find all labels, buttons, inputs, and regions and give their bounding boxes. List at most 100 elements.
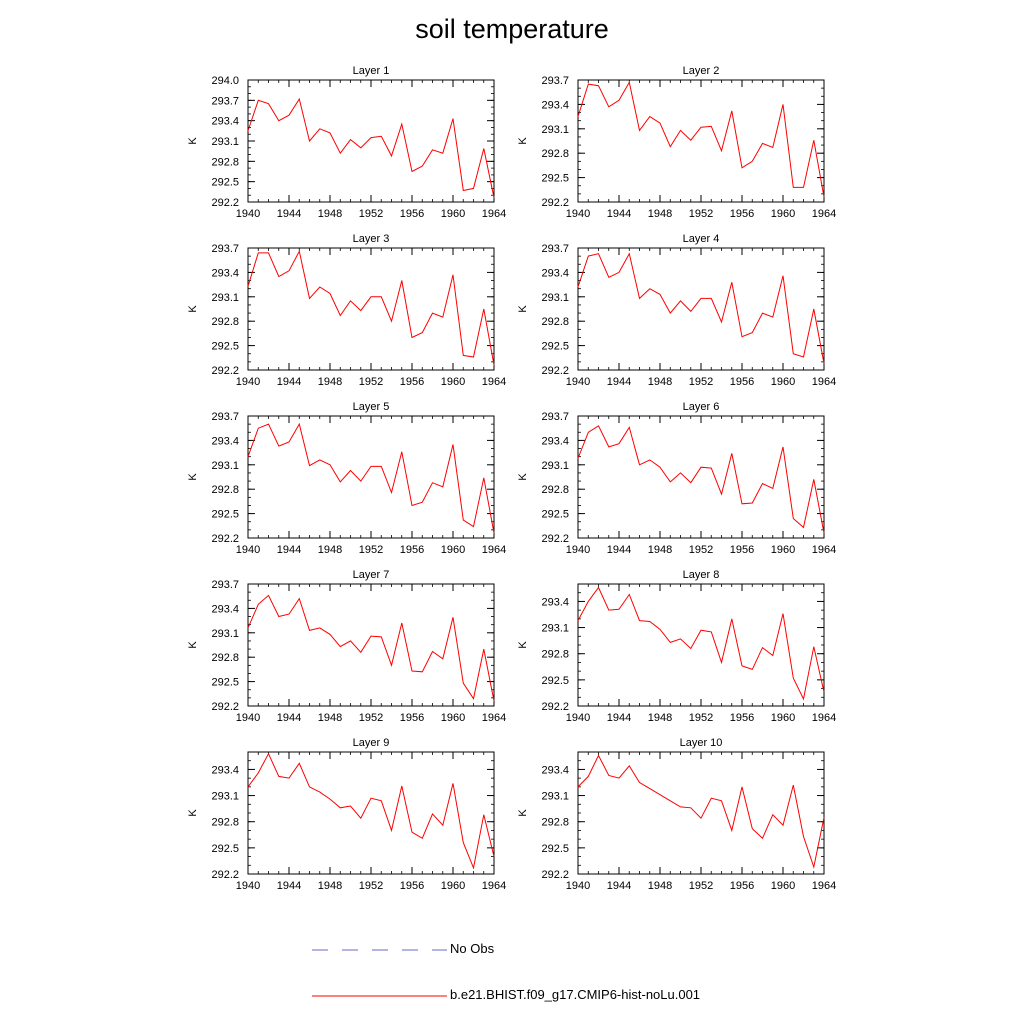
- y-tick-label: 293.4: [211, 267, 239, 279]
- x-tick-label: 1948: [318, 544, 342, 556]
- panel-layer-4: Layer 4 K 1940 1944 1948 1952 1956 1960 1964 292.…: [517, 233, 836, 388]
- panel-layer-10: Layer 10 K 1940 1944 1948 1952 1956 1960 1964 292…: [517, 737, 836, 892]
- x-tick-label: 1940: [566, 208, 590, 220]
- y-tick-label: 292.2: [541, 197, 569, 209]
- x-tick-label: 1964: [482, 208, 506, 220]
- x-tick-label: 1948: [318, 208, 342, 220]
- legend-line-dashed: [312, 949, 447, 951]
- panel-title: Layer 3: [353, 233, 390, 245]
- series-line: [577, 425, 825, 534]
- y-tick-label: 293.7: [541, 243, 569, 255]
- x-tick-label: 1964: [812, 208, 836, 220]
- x-tick-label: 1940: [236, 208, 260, 220]
- y-tick-label: 292.2: [211, 701, 239, 713]
- x-tick-label: 1940: [236, 376, 260, 388]
- x-tick-label: 1940: [566, 712, 590, 724]
- y-tick-label: 293.1: [211, 292, 239, 304]
- x-tick-label: 1964: [482, 880, 506, 892]
- x-tick-label: 1960: [441, 712, 465, 724]
- y-tick-label: 292.5: [211, 177, 239, 189]
- x-tick-label: 1964: [812, 880, 836, 892]
- y-tick-label: 293.4: [541, 99, 569, 111]
- x-tick-label: 1940: [566, 376, 590, 388]
- y-tick-label: 292.5: [211, 341, 239, 353]
- y-tick-label: 293.1: [211, 460, 239, 472]
- x-tick-label: 1952: [359, 712, 383, 724]
- panel-title: Layer 1: [353, 65, 390, 77]
- y-tick-label: 292.2: [541, 533, 569, 545]
- y-tick-label: 292.2: [211, 869, 239, 881]
- y-tick-label: 292.8: [211, 817, 239, 829]
- legend-line-solid: [312, 995, 447, 997]
- x-tick-label: 1940: [566, 880, 590, 892]
- y-tick-label: 293.7: [211, 95, 239, 107]
- x-tick-label: 1948: [318, 376, 342, 388]
- y-tick-label: 293.1: [541, 292, 569, 304]
- panel-title: Layer 4: [683, 233, 720, 245]
- y-axis-label: K: [517, 473, 529, 481]
- plot-frame: [247, 751, 495, 875]
- x-tick-label: 1944: [277, 880, 301, 892]
- x-tick-label: 1944: [277, 208, 301, 220]
- y-tick-label: 292.5: [541, 675, 569, 687]
- x-tick-label: 1952: [359, 880, 383, 892]
- y-axis-label: K: [187, 137, 199, 145]
- x-tick-label: 1944: [607, 712, 631, 724]
- x-tick-label: 1956: [400, 712, 424, 724]
- y-tick-label: 293.7: [541, 411, 569, 423]
- x-tick-label: 1948: [648, 208, 672, 220]
- panel-layer-6: Layer 6 K 1940 1944 1948 1952 1956 1960 1964 292.…: [517, 401, 836, 556]
- series-line: [247, 594, 495, 702]
- y-tick-label: 293.1: [211, 628, 239, 640]
- panel-title: Layer 8: [683, 569, 720, 581]
- panel-layer-3: Layer 3 K 1940 1944 1948 1952 1956 1960 1964 292.…: [187, 233, 506, 388]
- y-tick-label: 293.4: [541, 596, 569, 608]
- panel-title: Layer 7: [353, 569, 390, 581]
- x-tick-label: 1960: [771, 712, 795, 724]
- x-tick-label: 1960: [771, 376, 795, 388]
- y-tick-label: 293.7: [211, 411, 239, 423]
- x-tick-label: 1948: [648, 544, 672, 556]
- y-tick-label: 292.8: [541, 817, 569, 829]
- y-tick-label: 292.8: [211, 652, 239, 664]
- plot-frame: [577, 583, 825, 707]
- x-tick-label: 1960: [771, 880, 795, 892]
- x-tick-label: 1948: [318, 712, 342, 724]
- y-tick-label: 293.7: [211, 579, 239, 591]
- y-tick-label: 292.5: [541, 173, 569, 185]
- x-tick-label: 1940: [566, 544, 590, 556]
- y-axis-label: K: [187, 305, 199, 313]
- y-tick-label: 293.1: [211, 791, 239, 803]
- x-tick-label: 1948: [648, 712, 672, 724]
- panel-title: Layer 6: [683, 401, 720, 413]
- y-tick-label: 292.5: [211, 843, 239, 855]
- series-line: [577, 754, 825, 869]
- x-tick-label: 1944: [607, 544, 631, 556]
- x-tick-label: 1964: [482, 544, 506, 556]
- x-tick-label: 1956: [730, 880, 754, 892]
- panel-title: Layer 10: [680, 737, 723, 749]
- y-tick-label: 293.1: [541, 623, 569, 635]
- y-tick-label: 292.8: [211, 484, 239, 496]
- y-tick-label: 292.8: [541, 148, 569, 160]
- panel-layer-7: Layer 7 K 1940 1944 1948 1952 1956 1960 1964 292.…: [187, 569, 506, 724]
- y-tick-label: 293.1: [541, 791, 569, 803]
- series-line: [577, 252, 825, 364]
- y-tick-label: 292.2: [541, 869, 569, 881]
- series-line: [577, 586, 825, 701]
- x-tick-label: 1956: [730, 712, 754, 724]
- y-tick-label: 292.5: [541, 341, 569, 353]
- y-tick-label: 293.4: [541, 267, 569, 279]
- y-tick-label: 292.2: [211, 365, 239, 377]
- x-tick-label: 1952: [689, 208, 713, 220]
- y-tick-label: 292.8: [211, 316, 239, 328]
- legend-label-no-obs: No Obs: [450, 941, 495, 956]
- x-tick-label: 1960: [771, 544, 795, 556]
- y-tick-label: 292.2: [211, 197, 239, 209]
- y-tick-label: 292.8: [541, 649, 569, 661]
- y-tick-label: 293.4: [541, 764, 569, 776]
- series-line: [577, 81, 825, 198]
- y-tick-label: 292.2: [211, 533, 239, 545]
- panel-title: Layer 2: [683, 65, 720, 77]
